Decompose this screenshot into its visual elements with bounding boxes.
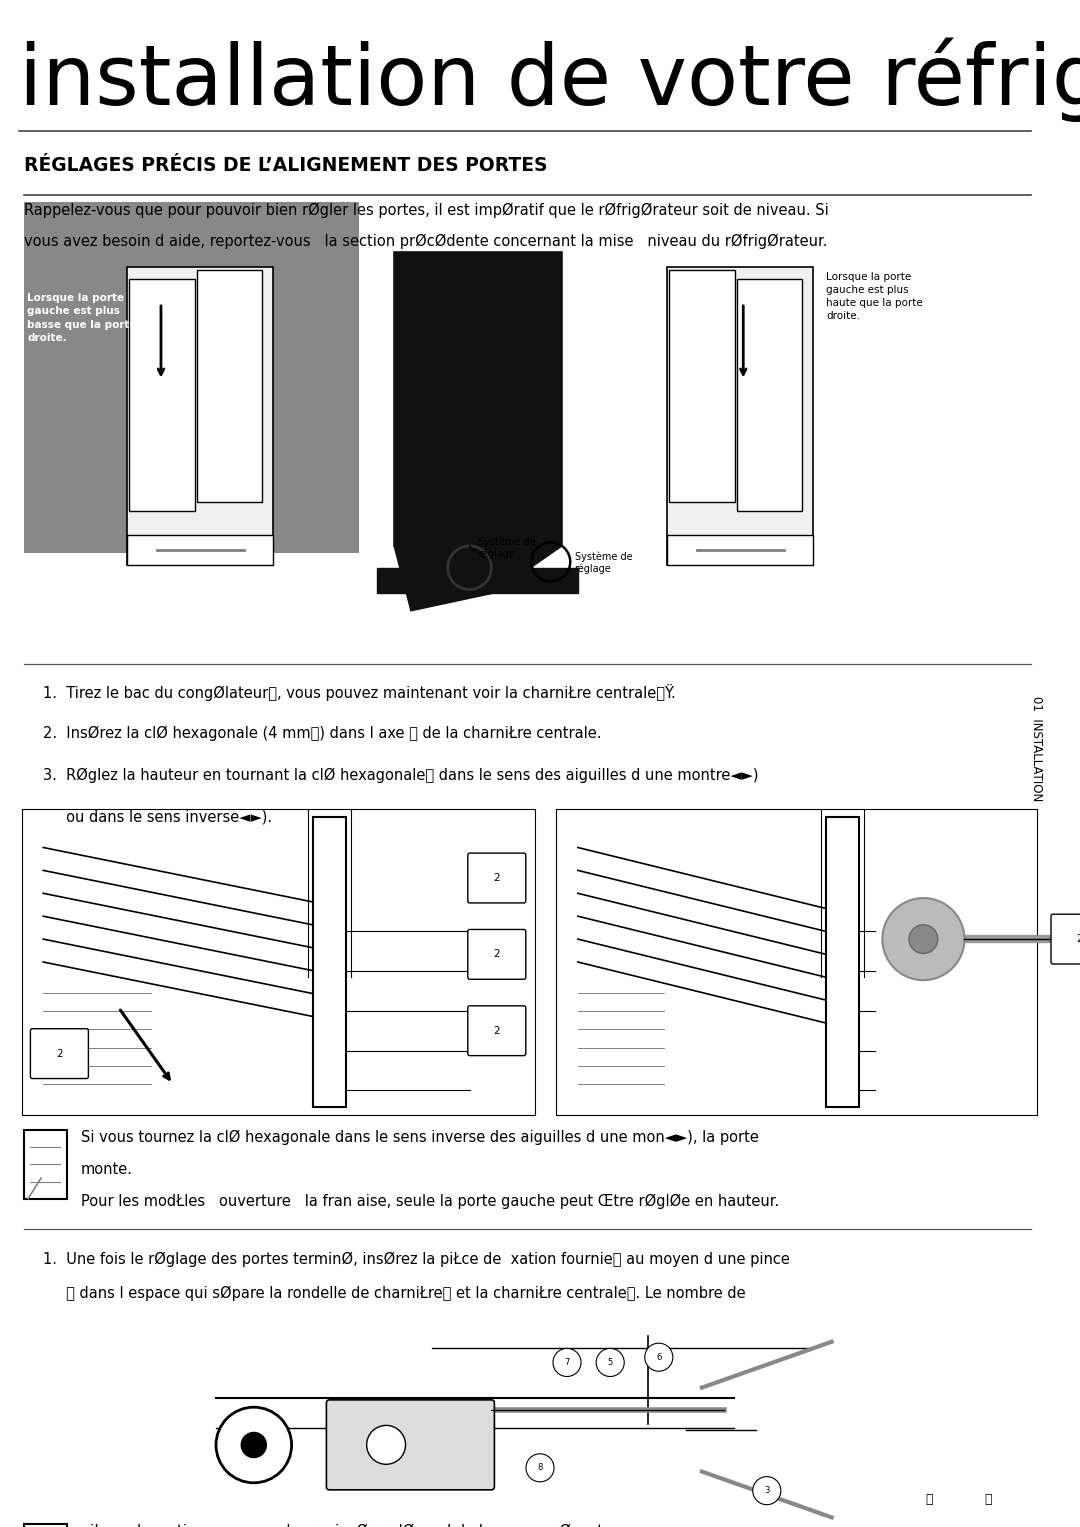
Bar (670, 270, 734, 502)
Text: RÉGLAGES PRÉCIS DE L’ALIGNEMENT DES PORTES: RÉGLAGES PRÉCIS DE L’ALIGNEMENT DES PORT… (24, 156, 548, 174)
Circle shape (753, 1477, 781, 1504)
Text: Lorsque la porte
gauche est plus
basse que la porte
droite.: Lorsque la porte gauche est plus basse q… (27, 293, 137, 342)
Bar (738, 279, 802, 512)
Text: 2: 2 (56, 1049, 63, 1058)
Text: 2.  InsØrez la clØ hexagonale (4 mmⓃ) dans l axe Ⓞ de la charniŁre centrale.: 2. InsØrez la clØ hexagonale (4 mmⓃ) dan… (43, 725, 602, 741)
Text: Rappelez-vous que pour pouvoir bien rØgler les portes, il est impØratif que le r: Rappelez-vous que pour pouvoir bien rØgl… (24, 203, 828, 218)
Bar (24, 1130, 67, 1199)
Text: ou dans le sens inverse◄►).: ou dans le sens inverse◄►). (43, 809, 272, 825)
Bar (313, 817, 346, 1107)
Text: 1.  Une fois le rØglage des portes terminØ, insØrez la piŁce de  xation fournieⓇ: 1. Une fois le rØglage des portes termin… (43, 1252, 791, 1267)
Text: 01  INSTALLATION: 01 INSTALLATION (1030, 696, 1043, 800)
Bar (667, 267, 813, 565)
FancyBboxPatch shape (468, 930, 526, 979)
Text: 3.  RØglez la hauteur en tournant la clØ hexagonaleⓅ dans le sens des aiguilles : 3. RØglez la hauteur en tournant la clØ … (43, 768, 759, 783)
FancyBboxPatch shape (1051, 915, 1080, 964)
Text: Système de
réglage: Système de réglage (477, 536, 536, 559)
Bar (22, 809, 535, 1115)
Bar (667, 536, 813, 565)
FancyBboxPatch shape (468, 854, 526, 902)
Circle shape (909, 925, 937, 953)
Circle shape (526, 1454, 554, 1481)
Bar (24, 1524, 67, 1527)
Text: monte.: monte. (81, 1162, 133, 1177)
Text: 5: 5 (608, 1358, 612, 1367)
Text: vous avez besoin d aide, reportez-vous   la section prØcØdente concernant la mis: vous avez besoin d aide, reportez-vous l… (24, 234, 827, 249)
Text: 1.  Tirez le bac du congØlateurⒷ, vous pouvez maintenant voir la charniŁre centr: 1. Tirez le bac du congØlateurⒷ, vous po… (43, 684, 676, 701)
Circle shape (216, 1408, 292, 1483)
Bar (198, 270, 262, 502)
Bar (378, 568, 579, 592)
Text: 7: 7 (565, 1358, 569, 1367)
Text: 6: 6 (657, 1353, 661, 1362)
Text: Système de
réglage: Système de réglage (575, 551, 632, 574)
Text: Ⓢ dans l espace qui sØpare la rondelle de charniŁreⓉ et la charniŁre centraleⓊ. : Ⓢ dans l espace qui sØpare la rondelle d… (43, 1286, 746, 1301)
Text: 2: 2 (494, 950, 500, 959)
Bar (127, 267, 273, 565)
Bar (24, 202, 359, 553)
Circle shape (366, 1425, 406, 1464)
Text: piŁces de  xation que vous devrez insØrer dØpend de l espace prØsent.: piŁces de xation que vous devrez insØrer… (81, 1524, 608, 1527)
Text: Ⓞ: Ⓞ (985, 1493, 991, 1506)
Text: installation de votre réfrigérateu: installation de votre réfrigérateu (19, 37, 1080, 122)
Text: Lorsque la porte
gauche est plus
haute que la porte
droite.: Lorsque la porte gauche est plus haute q… (826, 272, 923, 321)
Text: Si vous tournez la clØ hexagonale dans le sens inverse des aiguilles d une mon◄►: Si vous tournez la clØ hexagonale dans l… (81, 1130, 759, 1145)
Circle shape (645, 1344, 673, 1371)
Bar (127, 536, 273, 565)
Circle shape (241, 1432, 267, 1458)
Bar (130, 279, 194, 512)
Polygon shape (394, 547, 562, 611)
FancyBboxPatch shape (326, 1400, 495, 1490)
Bar (162, 1336, 896, 1512)
Text: 8: 8 (538, 1463, 542, 1472)
FancyBboxPatch shape (468, 1006, 526, 1055)
Circle shape (553, 1348, 581, 1376)
Bar (556, 809, 1037, 1115)
Text: 2: 2 (494, 873, 500, 883)
FancyBboxPatch shape (30, 1029, 89, 1078)
Circle shape (596, 1348, 624, 1376)
Text: 2: 2 (494, 1026, 500, 1035)
Text: 2: 2 (1077, 935, 1080, 944)
Bar (826, 817, 859, 1107)
Circle shape (882, 898, 964, 980)
Text: 3: 3 (765, 1486, 769, 1495)
Bar (394, 252, 562, 547)
Text: Pour les modŁles   ouverture   la fran aise, seule la porte gauche peut Œtre rØg: Pour les modŁles ouverture la fran aise,… (81, 1194, 780, 1209)
Text: Ⓝ: Ⓝ (926, 1493, 932, 1506)
